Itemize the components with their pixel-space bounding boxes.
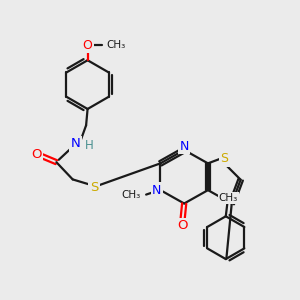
Text: N: N bbox=[179, 140, 189, 153]
Text: CH₃: CH₃ bbox=[122, 190, 141, 200]
Text: S: S bbox=[220, 152, 228, 165]
Text: N: N bbox=[152, 184, 161, 196]
Text: S: S bbox=[90, 181, 98, 194]
Text: O: O bbox=[177, 219, 188, 232]
Text: CH₃: CH₃ bbox=[218, 193, 238, 203]
Text: O: O bbox=[82, 39, 92, 52]
Text: O: O bbox=[31, 148, 41, 161]
Text: N: N bbox=[71, 137, 81, 150]
Text: H: H bbox=[85, 139, 94, 152]
Text: CH₃: CH₃ bbox=[106, 40, 125, 50]
